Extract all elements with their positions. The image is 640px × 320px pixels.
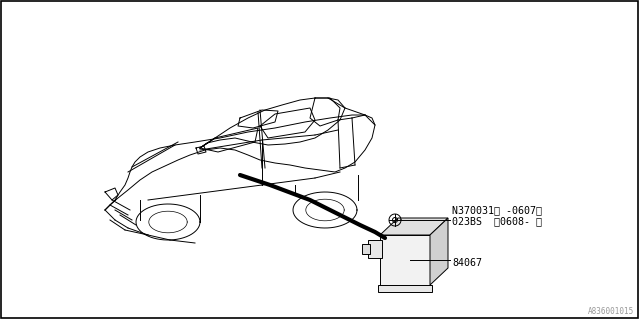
Text: N370031〈 -0607〉: N370031〈 -0607〉 <box>452 205 542 215</box>
Polygon shape <box>378 285 432 292</box>
Polygon shape <box>430 218 448 285</box>
Text: 84067: 84067 <box>452 258 482 268</box>
Polygon shape <box>380 218 448 235</box>
Polygon shape <box>368 240 382 258</box>
Text: A836001015: A836001015 <box>588 307 634 316</box>
Polygon shape <box>362 244 370 254</box>
Text: 023BS  〈0608- 〉: 023BS 〈0608- 〉 <box>452 216 542 226</box>
Polygon shape <box>380 235 430 285</box>
